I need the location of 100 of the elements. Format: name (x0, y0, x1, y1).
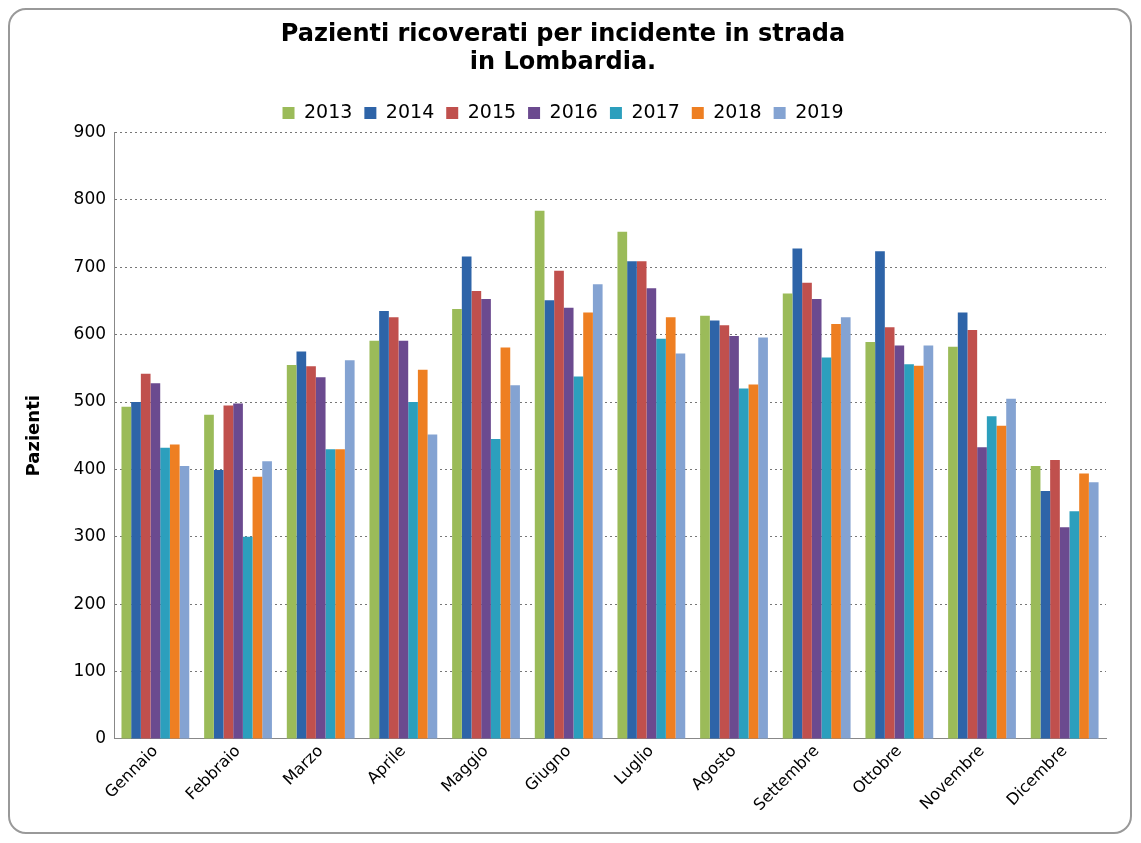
bar (996, 425, 1007, 739)
bar (884, 327, 895, 739)
bar (160, 447, 170, 739)
bar (831, 323, 841, 739)
y-tick-label: 500 (73, 390, 107, 411)
bar (811, 298, 822, 739)
bar (865, 342, 876, 739)
bar (510, 385, 520, 739)
bar (592, 284, 603, 739)
bar (719, 325, 730, 739)
bar (369, 340, 380, 739)
y-tick-label: 600 (73, 323, 107, 344)
bar (1040, 490, 1051, 739)
bar (417, 369, 428, 739)
bar (758, 337, 768, 739)
bar (1050, 459, 1060, 739)
bar (388, 317, 399, 739)
bar (490, 439, 501, 739)
bar (646, 288, 657, 739)
legend-label: 2013 (304, 100, 353, 123)
bar (563, 307, 574, 739)
bar (636, 261, 647, 739)
bar (1059, 527, 1070, 739)
bar (1088, 482, 1099, 739)
bar (481, 298, 491, 739)
bar (306, 366, 316, 739)
bar (1006, 398, 1016, 739)
legend-label: 2017 (631, 100, 680, 123)
bar (729, 336, 739, 739)
bar (583, 312, 593, 739)
bar (875, 251, 885, 739)
bar (923, 345, 934, 739)
bar (452, 309, 462, 739)
y-tick-label: 800 (73, 188, 107, 209)
bar (131, 402, 141, 739)
y-tick-label: 300 (73, 525, 107, 546)
bar (461, 256, 472, 739)
bar (179, 466, 190, 739)
bar (379, 311, 389, 739)
bar (709, 320, 720, 739)
legend-label: 2016 (549, 100, 598, 123)
bar (296, 351, 307, 739)
bar (242, 536, 253, 739)
y-axis-title: Pazienti (22, 395, 44, 477)
bar (967, 329, 978, 739)
bar (840, 317, 851, 739)
bar (427, 434, 438, 739)
bar (656, 338, 666, 739)
bar (1030, 466, 1041, 739)
bar (904, 364, 914, 739)
bar (140, 373, 151, 739)
bar (792, 248, 803, 739)
legend-label: 2015 (467, 100, 517, 123)
legend-label: 2018 (713, 100, 762, 123)
bar (1069, 511, 1080, 739)
bar (554, 270, 564, 739)
bar (204, 414, 214, 739)
bar (233, 403, 243, 739)
bar (617, 231, 628, 739)
bar (782, 293, 793, 739)
y-tick-label: 700 (73, 255, 107, 276)
legend-label: 2014 (385, 100, 435, 123)
bar (544, 300, 555, 739)
bar (627, 261, 637, 739)
bar (286, 365, 297, 739)
legend-label: 2019 (795, 100, 844, 123)
bar (977, 447, 987, 739)
bar (748, 384, 759, 739)
bar (262, 461, 272, 739)
bar (1079, 473, 1089, 739)
y-tick-label: 100 (73, 659, 107, 680)
y-tick-label: 400 (73, 457, 107, 478)
y-tick-label: 0 (95, 727, 107, 748)
bar (223, 405, 234, 739)
bar (408, 402, 418, 739)
bar (986, 416, 997, 739)
bar (169, 444, 180, 739)
bar (398, 340, 409, 739)
bar (315, 377, 326, 739)
bar (121, 406, 132, 739)
bar (252, 476, 263, 739)
bar (534, 210, 545, 739)
bar (675, 353, 686, 739)
y-tick-label: 900 (73, 121, 107, 142)
bar (700, 315, 710, 739)
bar (213, 470, 224, 739)
bar (344, 360, 355, 739)
bar (802, 282, 812, 739)
bar (821, 357, 832, 739)
bar (894, 345, 905, 739)
bar (913, 365, 924, 739)
chart-title: Pazienti ricoverati per incidente in strada in Lombardia. (280, 18, 846, 76)
bar (738, 388, 749, 739)
bar (573, 376, 584, 739)
bar (150, 383, 161, 739)
bar (471, 290, 482, 739)
bar (948, 346, 958, 739)
y-tick-label: 200 (73, 592, 107, 613)
bar (325, 449, 336, 739)
bar (957, 312, 968, 739)
